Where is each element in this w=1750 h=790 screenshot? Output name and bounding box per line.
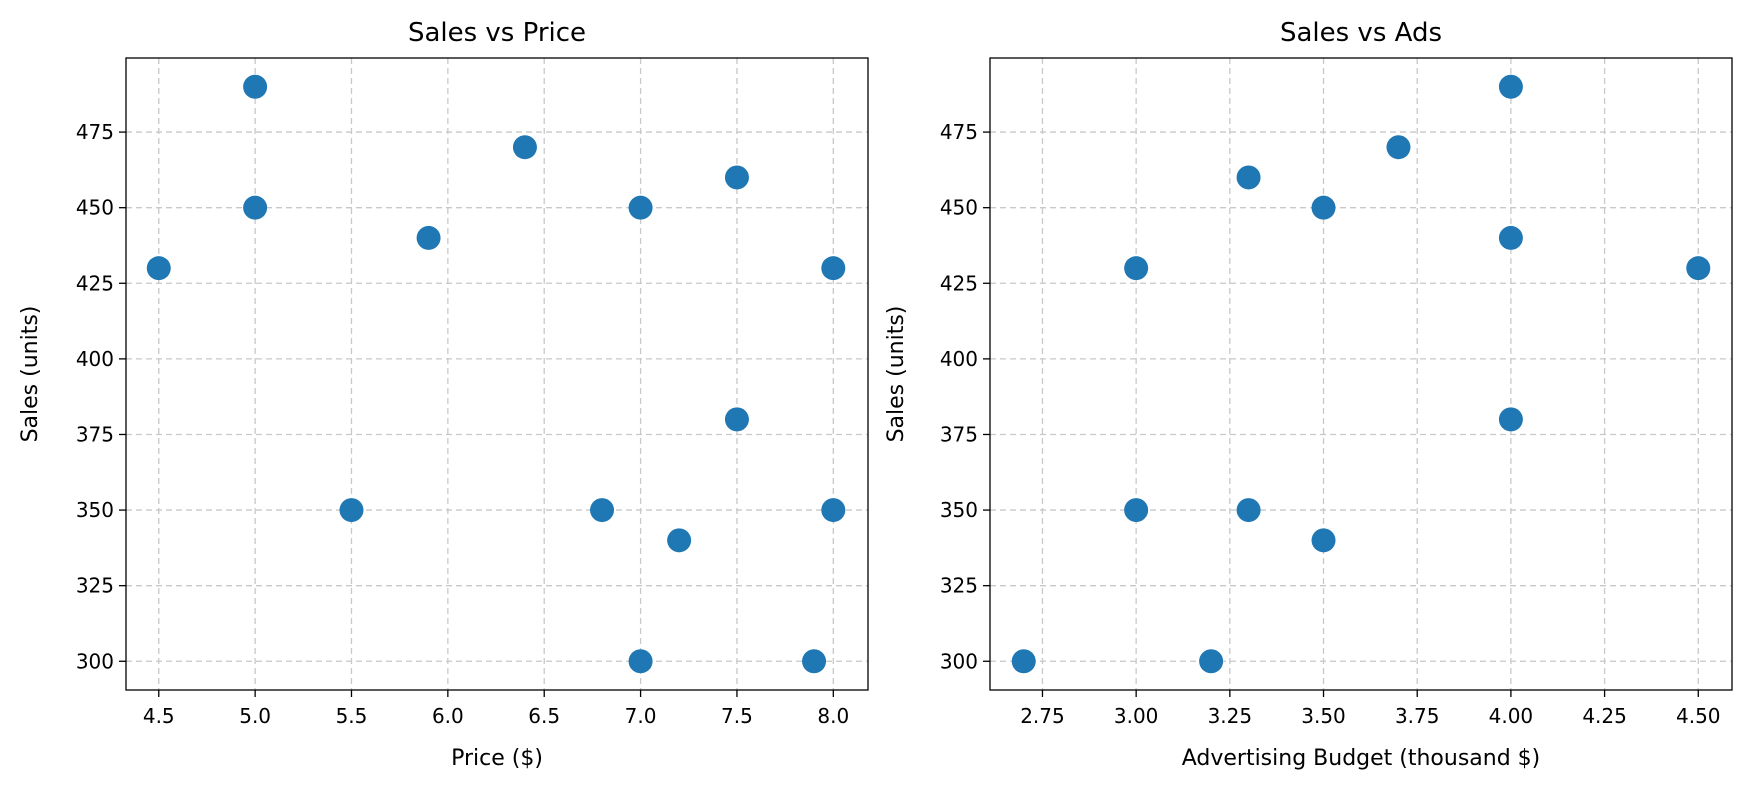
axis-ticks: 4.5 5.0 5.5 6.0 6.5 7.0 7.5 8.0 300 325 350 375 400 4… — [76, 120, 849, 728]
x-tick-label: 6.5 — [528, 704, 560, 728]
y-tick-label: 450 — [940, 196, 978, 220]
data-point — [146, 256, 171, 281]
axis-ticks: 2.75 3.00 3.25 3.50 3.75 4.00 4.25 4.50 300 325 35… — [940, 120, 1721, 728]
x-tick-label: 4.00 — [1489, 704, 1534, 728]
y-tick-label: 350 — [76, 498, 114, 522]
plot-frame — [989, 57, 1733, 691]
scatter-points — [1011, 74, 1711, 674]
y-tick-label: 475 — [76, 120, 114, 144]
y-tick-label: 475 — [940, 120, 978, 144]
data-point — [1011, 649, 1036, 674]
data-point — [1386, 135, 1411, 160]
y-tick-label: 375 — [76, 422, 114, 446]
data-point — [1686, 256, 1711, 281]
data-point — [724, 407, 749, 432]
grid-lines — [126, 58, 868, 690]
x-tick-label: 7.5 — [721, 704, 753, 728]
data-point — [339, 498, 364, 523]
data-point — [1498, 407, 1523, 432]
y-tick-label: 300 — [940, 649, 978, 673]
chart-title: Sales vs Ads — [1280, 18, 1442, 48]
y-tick-label: 325 — [940, 574, 978, 598]
x-tick-label: 8.0 — [817, 704, 849, 728]
data-point — [243, 74, 268, 99]
x-tick-label: 4.5 — [143, 704, 175, 728]
data-point — [1124, 256, 1149, 281]
y-tick-label: 425 — [940, 271, 978, 295]
data-point — [1124, 498, 1149, 523]
chart-sales-vs-price: 4.5 5.0 5.5 6.0 6.5 7.0 7.5 8.0 300 325 350 375 400 4… — [18, 18, 869, 771]
data-point — [1199, 649, 1224, 674]
data-point — [416, 225, 441, 250]
plot-frame — [125, 57, 869, 691]
x-tick-label: 3.00 — [1114, 704, 1159, 728]
data-point — [724, 165, 749, 190]
y-tick-label: 400 — [940, 347, 978, 371]
data-point — [802, 649, 827, 674]
x-tick-label: 4.50 — [1676, 704, 1721, 728]
data-point — [667, 528, 692, 553]
y-tick-label: 400 — [76, 347, 114, 371]
data-point — [1498, 225, 1523, 250]
data-point — [821, 498, 846, 523]
x-tick-label: 3.50 — [1301, 704, 1346, 728]
data-point — [1236, 165, 1261, 190]
y-tick-label: 325 — [76, 574, 114, 598]
y-tick-label: 300 — [76, 649, 114, 673]
x-tick-label: 4.25 — [1582, 704, 1627, 728]
x-tick-label: 5.0 — [239, 704, 271, 728]
data-point — [1311, 528, 1336, 553]
x-tick-label: 2.75 — [1020, 704, 1065, 728]
chart-title: Sales vs Price — [408, 18, 586, 48]
x-tick-label: 7.0 — [625, 704, 657, 728]
y-axis-label: Sales (units) — [18, 306, 43, 443]
data-point — [628, 195, 653, 220]
x-tick-label: 3.25 — [1208, 704, 1253, 728]
data-point — [1311, 195, 1336, 220]
data-point — [1236, 498, 1261, 523]
grid-lines — [990, 58, 1732, 690]
y-tick-label: 450 — [76, 196, 114, 220]
y-tick-label: 375 — [940, 422, 978, 446]
y-axis-label: Sales (units) — [884, 306, 909, 443]
scatter-points — [146, 74, 846, 674]
x-axis-label: Price ($) — [451, 746, 543, 771]
x-axis-label: Advertising Budget (thousand $) — [1182, 746, 1541, 771]
data-point — [821, 256, 846, 281]
x-tick-label: 5.5 — [336, 704, 368, 728]
y-tick-label: 425 — [76, 271, 114, 295]
data-point — [628, 649, 653, 674]
x-tick-label: 6.0 — [432, 704, 464, 728]
data-point — [243, 195, 268, 220]
data-point — [590, 498, 615, 523]
data-point — [512, 135, 537, 160]
data-point — [1498, 74, 1523, 99]
chart-sales-vs-ads: 2.75 3.00 3.25 3.50 3.75 4.00 4.25 4.50 300 325 35… — [884, 18, 1733, 771]
y-tick-label: 350 — [940, 498, 978, 522]
x-tick-label: 3.75 — [1395, 704, 1440, 728]
